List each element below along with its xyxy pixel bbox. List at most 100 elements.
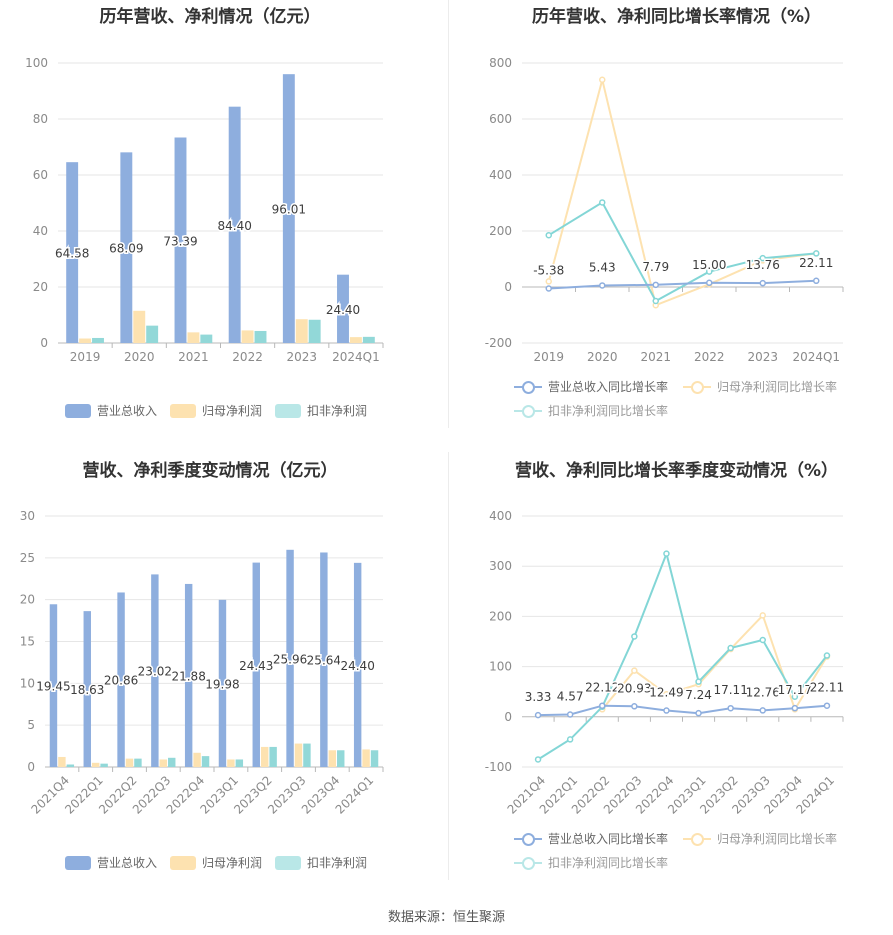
bar-deducted-profit <box>370 750 379 767</box>
data-point <box>566 711 574 718</box>
bar-revenue <box>120 152 133 343</box>
bar-deducted-profit <box>303 743 311 767</box>
bar-net-profit <box>294 743 303 767</box>
data-point <box>631 703 638 710</box>
legend-label: 归母净利润同比增长率 <box>717 380 838 394</box>
y-tick-label: 40 <box>33 224 48 238</box>
data-label: 12.76 <box>746 685 780 699</box>
chart-plot: -10001002003004002021Q42022Q12022Q22022Q… <box>485 509 846 817</box>
bar-net-profit <box>187 332 200 343</box>
x-tick-label: 2019 <box>70 350 101 364</box>
y-tick-label: 0 <box>504 280 512 294</box>
y-tick-label: 200 <box>489 224 512 238</box>
data-label: -5.38 <box>533 264 564 278</box>
chart-plot: 0 20 40 60 80 100 2019 2020 2021 2022 2023 2024Q1 64… <box>25 56 384 364</box>
legend-label: 扣非净利润 <box>307 856 368 870</box>
legend-swatch <box>65 403 91 418</box>
annual-revenue-profit-chart: 历年营收、净利情况（亿元） 0 20 40 60 80 100 2019 2020 2021 20… <box>0 0 420 430</box>
legend-item-revenue[interactable]: 营业总收入 <box>65 854 157 871</box>
data-point <box>706 279 713 287</box>
legend-item-net-profit-growth[interactable]: 归母净利润同比增长率 <box>683 378 837 395</box>
bar-deducted-profit <box>92 337 104 343</box>
legend-item-deducted-profit-growth[interactable]: 扣非净利润同比增长率 <box>514 402 668 419</box>
data-label: 3.33 <box>525 690 552 704</box>
data-point <box>813 250 820 257</box>
y-tick-label: 10 <box>20 676 35 690</box>
legend-item-deducted-profit[interactable]: 扣非净利润 <box>275 402 367 419</box>
vertical-divider-bottom <box>448 452 449 880</box>
series-line-net-profit <box>547 79 817 307</box>
data-point <box>813 277 820 285</box>
data-point <box>663 550 670 557</box>
series-line-net-profit <box>601 613 828 712</box>
data-label: 22.12 <box>585 681 619 695</box>
data-label: 18.63 <box>70 683 104 697</box>
legend-item-deducted-profit-growth[interactable]: 扣非净利润同比增长率 <box>514 854 668 871</box>
bar-revenue <box>174 137 187 343</box>
legend-label: 营业总收入同比增长率 <box>548 832 669 846</box>
legend-label: 归母净利润同比增长率 <box>717 832 838 846</box>
data-label: 25.96 <box>273 652 307 666</box>
data-source: 数据来源：恒生聚源 <box>387 910 505 925</box>
legend-label: 扣非净利润同比增长率 <box>548 856 669 870</box>
x-tick-label: 2024Q1 <box>792 350 840 364</box>
annual-growth-rate-chart: 历年营收、净利同比增长率情况（%） -200 0 200 400 600 800 2019 2… <box>460 0 893 430</box>
data-point <box>759 254 766 262</box>
bar-revenue <box>337 274 349 343</box>
legend-item-revenue-growth[interactable]: 营业总收入同比增长率 <box>514 378 668 395</box>
legend-swatch <box>514 856 542 870</box>
bar-net-profit <box>295 319 308 343</box>
legend-swatch <box>65 855 91 870</box>
y-tick-label: 0 <box>40 336 48 350</box>
data-point <box>599 76 606 84</box>
legend-item-deducted-profit[interactable]: 扣非净利润 <box>275 854 367 871</box>
bar-revenue <box>228 106 241 344</box>
bar-net-profit <box>159 759 168 767</box>
data-label: 4.57 <box>557 690 584 704</box>
legend-label: 归母净利润 <box>202 404 263 418</box>
bar-deducted-profit <box>201 756 210 767</box>
bar-revenue <box>83 611 91 767</box>
bar-revenue <box>286 549 294 767</box>
data-label: 19.98 <box>205 677 239 691</box>
data-label: 96.01 <box>272 203 306 217</box>
x-tick-label: 2020 <box>587 350 618 364</box>
legend-item-revenue[interactable]: 营业总收入 <box>65 402 157 419</box>
bar-net-profit <box>193 752 201 767</box>
legend-label: 扣非净利润同比增长率 <box>548 404 669 418</box>
bar-deducted-profit <box>308 319 321 343</box>
bar-net-profit <box>125 758 134 767</box>
chart-title: 营收、净利季度变动情况（亿元） <box>82 461 338 481</box>
legend-label: 营业总收入 <box>97 404 158 418</box>
data-point <box>599 282 606 289</box>
legend-swatch <box>683 380 711 394</box>
bar-deducted-profit <box>254 330 267 343</box>
legend-swatch <box>683 832 711 846</box>
data-point <box>823 702 831 709</box>
data-label: 25.64 <box>307 654 341 668</box>
data-point <box>663 707 670 714</box>
y-tick-label: 60 <box>33 168 48 182</box>
data-point <box>759 612 766 619</box>
quarterly-revenue-profit-chart: 营收、净利季度变动情况（亿元） 0 5 10 15 20 25 30 2021Q4 2022Q1… <box>0 450 420 890</box>
data-label: 15.00 <box>692 258 726 272</box>
bar-net-profit <box>349 337 362 343</box>
vertical-divider-top <box>448 0 449 428</box>
x-tick-label: 2022 <box>694 350 725 364</box>
legend-item-net-profit[interactable]: 归母净利润 <box>170 854 262 871</box>
data-label: 5.43 <box>589 260 616 274</box>
y-tick-label: -200 <box>485 336 512 350</box>
data-label: 23.02 <box>138 665 172 679</box>
data-point <box>599 702 606 709</box>
y-tick-label: 5 <box>27 718 35 732</box>
legend-item-net-profit-growth[interactable]: 归母净利润同比增长率 <box>683 830 837 847</box>
chart-legend: 营业总收入同比增长率 归母净利润同比增长率 扣非净利润同比增长率 <box>460 378 893 422</box>
data-point <box>823 652 831 659</box>
legend-label: 营业总收入 <box>97 856 158 870</box>
series-line-deducted-profit <box>537 550 828 761</box>
legend-item-net-profit[interactable]: 归母净利润 <box>170 402 262 419</box>
data-label: 73.39 <box>163 234 197 248</box>
legend-item-revenue-growth[interactable]: 营业总收入同比增长率 <box>514 830 668 847</box>
data-point <box>706 268 713 275</box>
bar-net-profit <box>241 330 254 343</box>
